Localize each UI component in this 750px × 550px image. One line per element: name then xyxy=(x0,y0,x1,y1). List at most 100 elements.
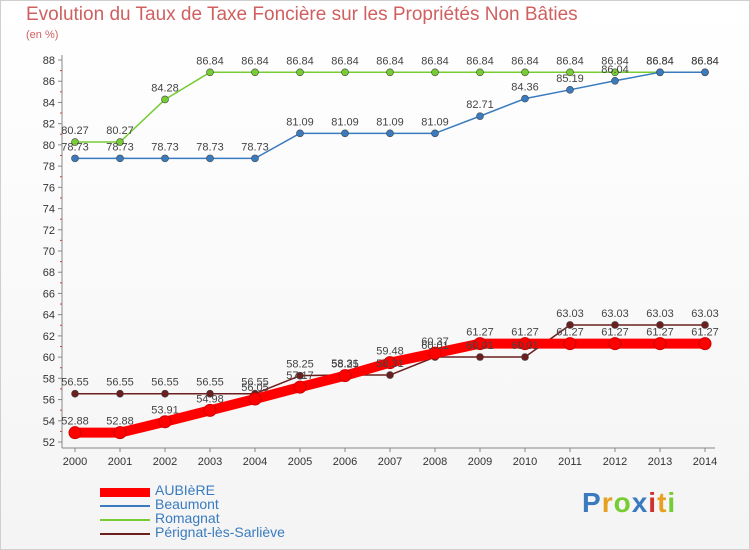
data-label: 86.84 xyxy=(691,55,719,67)
data-point xyxy=(653,337,667,351)
data-point xyxy=(473,337,487,351)
data-point xyxy=(296,68,304,77)
data-label: 57.17 xyxy=(286,370,314,382)
data-label: 86.84 xyxy=(646,55,674,67)
data-label: 86.84 xyxy=(646,55,674,67)
x-tick-label: 2010 xyxy=(513,456,537,468)
chart-title: Evolution du Taux de Taxe Foncière sur l… xyxy=(26,4,578,25)
data-point xyxy=(701,68,709,77)
legend-label: AUBIèRE xyxy=(155,482,215,498)
data-point xyxy=(518,337,532,351)
x-tick-label: 2000 xyxy=(63,456,87,468)
y-tick-label: 76 xyxy=(43,182,55,194)
data-point xyxy=(521,94,529,103)
data-point xyxy=(428,346,442,360)
data-label: 63.03 xyxy=(601,308,629,320)
data-point xyxy=(71,389,79,398)
data-label: 61.27 xyxy=(601,327,629,339)
data-label: 53.91 xyxy=(151,405,179,417)
data-label: 56.55 xyxy=(196,377,224,389)
data-label: 61.27 xyxy=(646,327,674,339)
data-label: 60.01 xyxy=(421,340,449,352)
y-tick-label: 62 xyxy=(43,331,55,343)
data-label: 84.36 xyxy=(511,82,539,94)
data-point xyxy=(161,95,169,104)
data-label: 56.55 xyxy=(106,377,134,389)
data-label: 86.84 xyxy=(286,55,314,67)
x-tick-label: 2014 xyxy=(693,456,717,468)
data-label: 60.37 xyxy=(421,336,449,348)
y-tick-label: 58 xyxy=(43,373,55,385)
data-point xyxy=(251,154,259,163)
proxiti-logo: Proxiti xyxy=(582,487,677,518)
data-label: 86.84 xyxy=(376,55,404,67)
data-point xyxy=(116,138,124,146)
x-tick-label: 2009 xyxy=(468,456,492,468)
data-label: 54.98 xyxy=(196,393,224,405)
data-label: 78.73 xyxy=(106,141,134,153)
data-point xyxy=(71,154,79,163)
y-tick-label: 72 xyxy=(43,225,55,237)
y-tick-label: 78 xyxy=(43,161,55,173)
data-label: 63.03 xyxy=(646,308,674,320)
data-label: 56.55 xyxy=(61,377,89,389)
data-point xyxy=(476,112,484,120)
data-point xyxy=(566,86,574,94)
data-label: 52.88 xyxy=(61,416,89,428)
data-label: 56.55 xyxy=(151,377,179,389)
legend-label: Romagnat xyxy=(155,510,220,526)
y-unit-label: (en %) xyxy=(26,29,59,41)
data-point xyxy=(293,380,307,394)
data-point xyxy=(68,426,82,440)
data-point xyxy=(431,129,439,138)
data-label: 86.84 xyxy=(601,55,629,67)
data-point xyxy=(698,337,712,351)
y-tick-label: 54 xyxy=(43,416,55,428)
data-label: 56.55 xyxy=(241,377,269,389)
data-point xyxy=(341,129,349,138)
data-point xyxy=(521,68,529,77)
data-label: 61.27 xyxy=(511,327,539,339)
data-label: 52.88 xyxy=(106,416,134,428)
data-label: 86.84 xyxy=(421,55,449,67)
legend-swatch xyxy=(100,487,150,497)
legend-label: Pérignat-lès-Sarliève xyxy=(155,524,285,540)
data-point xyxy=(386,129,394,138)
data-point xyxy=(296,129,304,138)
data-point xyxy=(431,68,439,77)
data-point xyxy=(116,389,124,398)
data-label: 86.84 xyxy=(241,55,269,67)
data-point xyxy=(338,369,352,383)
data-point xyxy=(701,321,709,329)
data-label: 86.84 xyxy=(331,55,359,67)
data-label: 63.03 xyxy=(691,308,719,320)
data-label: 61.27 xyxy=(556,327,584,339)
y-tick-label: 68 xyxy=(43,267,55,279)
data-point xyxy=(296,371,304,380)
data-point xyxy=(566,68,574,77)
x-tick-label: 2008 xyxy=(423,456,447,468)
data-label: 81.09 xyxy=(331,116,359,128)
data-label: 58.31 xyxy=(331,358,359,370)
y-tick-label: 64 xyxy=(43,310,55,322)
y-tick-label: 52 xyxy=(43,437,55,449)
y-tick-label: 86 xyxy=(43,76,55,88)
data-label: 82.71 xyxy=(466,99,494,111)
x-tick-label: 2002 xyxy=(153,456,177,468)
data-label: 86.84 xyxy=(466,55,494,67)
data-point xyxy=(161,154,169,163)
data-label: 84.28 xyxy=(151,82,179,94)
data-label: 81.09 xyxy=(286,116,314,128)
data-label: 78.73 xyxy=(61,141,89,153)
x-tick-label: 2013 xyxy=(648,456,672,468)
data-point xyxy=(161,389,169,398)
x-tick-label: 2004 xyxy=(243,456,267,468)
x-tick-label: 2012 xyxy=(603,456,627,468)
data-label: 59.48 xyxy=(376,346,404,358)
data-point xyxy=(206,68,214,77)
data-point xyxy=(611,321,619,329)
data-point xyxy=(611,68,619,77)
data-point xyxy=(476,353,484,361)
